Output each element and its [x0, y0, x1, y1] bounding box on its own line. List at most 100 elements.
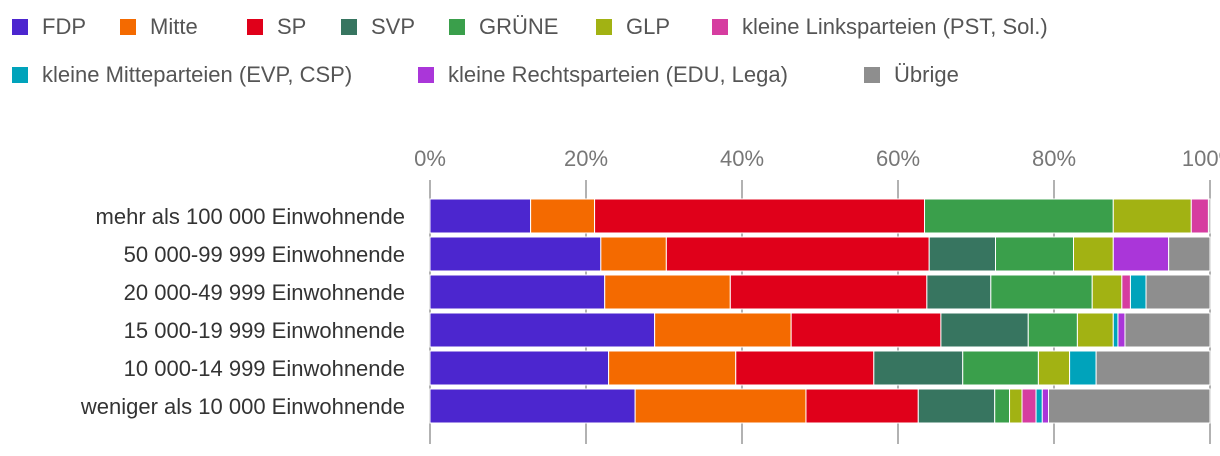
- bar-segment-kleine-mitteparteien-evp-csp[interactable]: [1112, 312, 1119, 348]
- legend-swatch: [596, 19, 612, 35]
- bar-segment-glp[interactable]: [1037, 350, 1071, 386]
- legend-item-svp[interactable]: SVP: [341, 14, 415, 39]
- bar-segment-kleine-linksparteien-pst-sol[interactable]: [1021, 388, 1037, 424]
- bar-segment-gruene[interactable]: [994, 388, 1011, 424]
- bar-segment-fdp[interactable]: [429, 236, 602, 272]
- bar-segment-kleine-mitteparteien-evp-csp[interactable]: [1129, 274, 1147, 310]
- bar-segment-sp[interactable]: [805, 388, 919, 424]
- bar-segment-sp[interactable]: [790, 312, 942, 348]
- bar-segment-glp[interactable]: [1076, 312, 1114, 348]
- legend-item-mitte[interactable]: Mitte: [120, 14, 198, 39]
- x-axis: 0% 20% 40% 60% 80% 100%: [414, 146, 1220, 444]
- bar-row-0: [429, 198, 1211, 234]
- legend-label: Übrige: [894, 62, 959, 87]
- legend-item-kleine-linksparteien-pst-sol[interactable]: kleine Linksparteien (PST, Sol.): [712, 14, 1048, 39]
- bar-segment-sp[interactable]: [729, 274, 928, 310]
- legend-label: SP: [277, 14, 306, 39]
- legend-item-fdp[interactable]: FDP: [12, 14, 86, 39]
- legend-swatch: [449, 19, 465, 35]
- bar-segment-mitte[interactable]: [530, 198, 596, 234]
- bar-segment-gruene[interactable]: [990, 274, 1093, 310]
- bar-segment-svp[interactable]: [926, 274, 992, 310]
- bar-segment-fdp[interactable]: [429, 198, 532, 234]
- bar-segment-glp[interactable]: [1073, 236, 1114, 272]
- bar-row-3: [429, 312, 1211, 348]
- legend-swatch: [247, 19, 263, 35]
- bar-segment-fdp[interactable]: [429, 312, 656, 348]
- bars: [429, 198, 1211, 424]
- legend-label: GRÜNE: [479, 14, 558, 39]
- legend-swatch: [120, 19, 136, 35]
- legend-swatch: [12, 19, 28, 35]
- bar-segment-glp[interactable]: [1112, 198, 1192, 234]
- legend-swatch: [418, 67, 434, 83]
- bar-row-2: [429, 274, 1211, 310]
- legend-label: kleine Rechtsparteien (EDU, Lega): [448, 62, 788, 87]
- category-label: 50 000-99 999 Einwohnende: [124, 242, 405, 267]
- bar-segment-uebrige[interactable]: [1124, 312, 1211, 348]
- bar-segment-uebrige[interactable]: [1168, 236, 1211, 272]
- bar-segment-sp[interactable]: [735, 350, 875, 386]
- bar-segment-uebrige[interactable]: [1095, 350, 1211, 386]
- bar-segment-mitte[interactable]: [604, 274, 731, 310]
- bar-segment-kleine-linksparteien-pst-sol[interactable]: [1190, 198, 1209, 234]
- bar-segment-sp[interactable]: [665, 236, 930, 272]
- bar-row-5: [429, 388, 1211, 424]
- bar-segment-sp[interactable]: [594, 198, 926, 234]
- bar-segment-svp[interactable]: [917, 388, 996, 424]
- legend-label: kleine Mitteparteien (EVP, CSP): [42, 62, 352, 87]
- category-labels: mehr als 100 000 Einwohnende 50 000-99 99…: [80, 204, 405, 419]
- legend-item-kleine-rechtsparteien-edu-lega[interactable]: kleine Rechtsparteien (EDU, Lega): [418, 62, 788, 87]
- bar-segment-uebrige[interactable]: [1145, 274, 1211, 310]
- legend-item-gruene[interactable]: GRÜNE: [449, 14, 558, 39]
- bar-segment-fdp[interactable]: [429, 350, 610, 386]
- legend-item-kleine-mitteparteien-evp-csp[interactable]: kleine Mitteparteien (EVP, CSP): [12, 62, 352, 87]
- tick-label: 100%: [1182, 146, 1220, 171]
- tick-label: 60%: [876, 146, 920, 171]
- tick-label: 80%: [1032, 146, 1076, 171]
- legend-swatch: [864, 67, 880, 83]
- bar-segment-fdp[interactable]: [429, 274, 606, 310]
- tick-label: 40%: [720, 146, 764, 171]
- legend-label: kleine Linksparteien (PST, Sol.): [742, 14, 1048, 39]
- legend-label: Mitte: [150, 14, 198, 39]
- bar-segment-kleine-rechtsparteien-edu-lega[interactable]: [1112, 236, 1170, 272]
- legend-label: SVP: [371, 14, 415, 39]
- bar-segment-mitte[interactable]: [600, 236, 667, 272]
- legend-swatch: [12, 67, 28, 83]
- bar-segment-gruene[interactable]: [962, 350, 1039, 386]
- legend-item-uebrige[interactable]: Übrige: [864, 62, 959, 87]
- bar-segment-svp[interactable]: [928, 236, 997, 272]
- bar-segment-glp[interactable]: [1091, 274, 1123, 310]
- bar-segment-svp[interactable]: [873, 350, 964, 386]
- bar-segment-gruene[interactable]: [995, 236, 1074, 272]
- bar-segment-mitte[interactable]: [654, 312, 792, 348]
- bar-segment-mitte[interactable]: [608, 350, 737, 386]
- bar-segment-svp[interactable]: [940, 312, 1029, 348]
- legend-label: GLP: [626, 14, 670, 39]
- category-label: weniger als 10 000 Einwohnende: [80, 394, 405, 419]
- bar-segment-kleine-mitteparteien-evp-csp[interactable]: [1069, 350, 1097, 386]
- bar-segment-kleine-mitteparteien-evp-csp[interactable]: [1035, 388, 1043, 424]
- bar-segment-gruene[interactable]: [924, 198, 1114, 234]
- category-label: 20 000-49 999 Einwohnende: [124, 280, 405, 305]
- legend-item-glp[interactable]: GLP: [596, 14, 670, 39]
- legend-label: FDP: [42, 14, 86, 39]
- category-label: 15 000-19 999 Einwohnende: [124, 318, 405, 343]
- bar-segment-fdp[interactable]: [429, 388, 636, 424]
- chart-legend: FDP Mitte SP SVP GRÜNE GLP kleine Linksparteie…: [12, 14, 1048, 87]
- bar-segment-uebrige[interactable]: [1048, 388, 1211, 424]
- bar-row-1: [429, 236, 1211, 272]
- bar-segment-uebrige[interactable]: [1207, 198, 1211, 234]
- legend-item-sp[interactable]: SP: [247, 14, 306, 39]
- category-label: 10 000-14 999 Einwohnende: [124, 356, 405, 381]
- tick-label: 0%: [414, 146, 446, 171]
- bar-segment-glp[interactable]: [1009, 388, 1023, 424]
- bar-segment-gruene[interactable]: [1027, 312, 1078, 348]
- bar-segment-kleine-rechtsparteien-edu-lega[interactable]: [1041, 388, 1050, 424]
- bar-segment-mitte[interactable]: [634, 388, 807, 424]
- bar-segment-kleine-rechtsparteien-edu-lega[interactable]: [1117, 312, 1126, 348]
- bar-segment-kleine-linksparteien-pst-sol[interactable]: [1121, 274, 1131, 310]
- bar-row-4: [429, 350, 1211, 386]
